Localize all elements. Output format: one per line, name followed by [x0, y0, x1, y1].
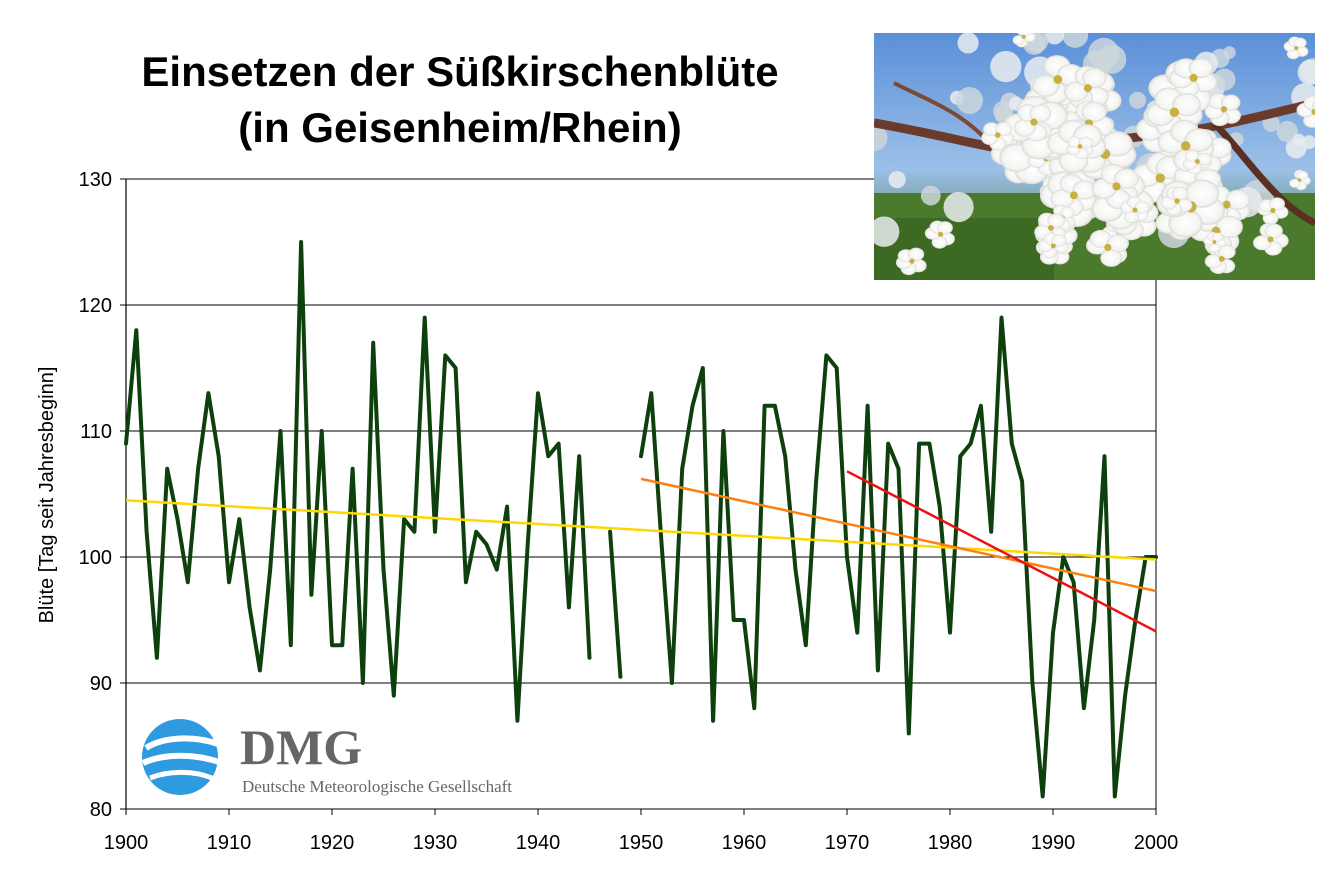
dmg-logo-title: DMG [240, 719, 362, 775]
x-tick-label-1960: 1960 [722, 832, 767, 854]
y-tick-label-110: 110 [80, 421, 112, 443]
x-tick-label-1980: 1980 [928, 832, 973, 854]
x-tick-label-1920: 1920 [310, 832, 355, 854]
trend-lines [125, 470, 1157, 633]
x-tick-label-1970: 1970 [825, 832, 870, 854]
y-tick-label-80: 80 [90, 799, 112, 821]
chart-title: Einsetzen der Süßkirschenblüte (in Geise… [60, 44, 860, 156]
y-tick-label-100: 100 [79, 547, 112, 569]
series-lines [124, 240, 1158, 799]
x-tick-label-1910: 1910 [207, 832, 252, 854]
dmg-logo: DMG Deutsche Meteorologische Gesellschaf… [141, 719, 512, 796]
trend-line-2 [846, 470, 1157, 633]
x-tick-label-1930: 1930 [413, 832, 458, 854]
series-0-segment-0 [124, 240, 592, 723]
x-tick-label-1900: 1900 [104, 832, 149, 854]
trend-line-1 [640, 477, 1157, 593]
x-tick-label-1950: 1950 [619, 832, 664, 854]
x-tick-label-1940: 1940 [516, 832, 561, 854]
trend-line-0 [125, 499, 1157, 561]
y-axis-label: Blüte [Tag seit Jahresbeginn] [36, 367, 58, 624]
chart-title-line-2: (in Geisenheim/Rhein) [238, 104, 682, 151]
series-0-segment-1 [608, 529, 623, 679]
x-tick-label-1990: 1990 [1031, 832, 1076, 854]
axes [120, 178, 1157, 815]
y-tick-label-90: 90 [90, 673, 112, 695]
series-0-segment-2 [639, 315, 1158, 799]
x-tick-labels: 1900 1910 1920 1930 1940 1950 1960 1970 1980 1990… [104, 832, 1179, 854]
cherry-blossom-photo [874, 33, 1315, 280]
y-tick-labels: 80 90 100 110 120 130 [79, 169, 112, 821]
y-tick-label-120: 120 [79, 295, 112, 317]
dmg-logo-subtitle: Deutsche Meteorologische Gesellschaft [242, 777, 512, 796]
y-tick-label-130: 130 [79, 169, 112, 191]
chart-title-line-1: Einsetzen der Süßkirschenblüte [141, 48, 779, 95]
x-tick-label-2000: 2000 [1134, 832, 1179, 854]
